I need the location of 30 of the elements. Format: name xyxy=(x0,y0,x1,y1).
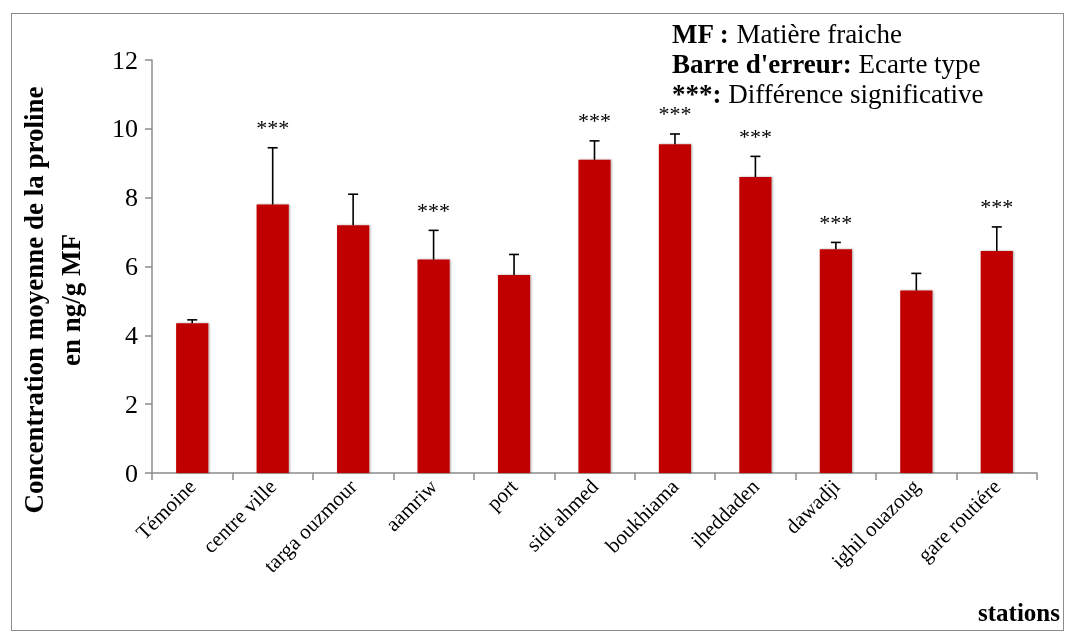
bar xyxy=(176,323,209,473)
y-tick-label: 10 xyxy=(112,114,138,144)
y-axis-title: Concentration moyenne de la proline en ng/g MF xyxy=(18,86,86,514)
annotation: *** xyxy=(658,101,692,127)
annotation: *** xyxy=(980,194,1014,220)
bar xyxy=(900,290,933,473)
x-tick-label: port xyxy=(481,474,523,516)
x-axis-title: stations xyxy=(978,599,1061,626)
bar xyxy=(417,259,450,473)
y-tick-label: 6 xyxy=(125,252,138,281)
y-tick-label: 0 xyxy=(125,458,138,488)
y-tick-label: 8 xyxy=(125,183,138,213)
bar xyxy=(739,177,772,473)
annotation: *** xyxy=(417,197,451,223)
bar xyxy=(819,249,852,473)
bar xyxy=(980,251,1013,473)
y-tick-label: 2 xyxy=(125,389,138,419)
annotation: *** xyxy=(819,209,853,235)
bar xyxy=(578,159,611,473)
annotation: Barre d'erreur: Ecarte type xyxy=(672,48,981,79)
bar xyxy=(658,144,692,473)
annotation: *** xyxy=(738,123,772,149)
bar xyxy=(337,225,370,473)
annotation: *** xyxy=(256,115,290,141)
y-tick-label: 12 xyxy=(112,45,138,75)
text: MF : Matière fraiche xyxy=(672,18,903,49)
y-tick-label: 4 xyxy=(125,320,138,350)
annotation: *** xyxy=(578,108,611,134)
bar xyxy=(256,204,289,473)
bar xyxy=(497,275,531,473)
